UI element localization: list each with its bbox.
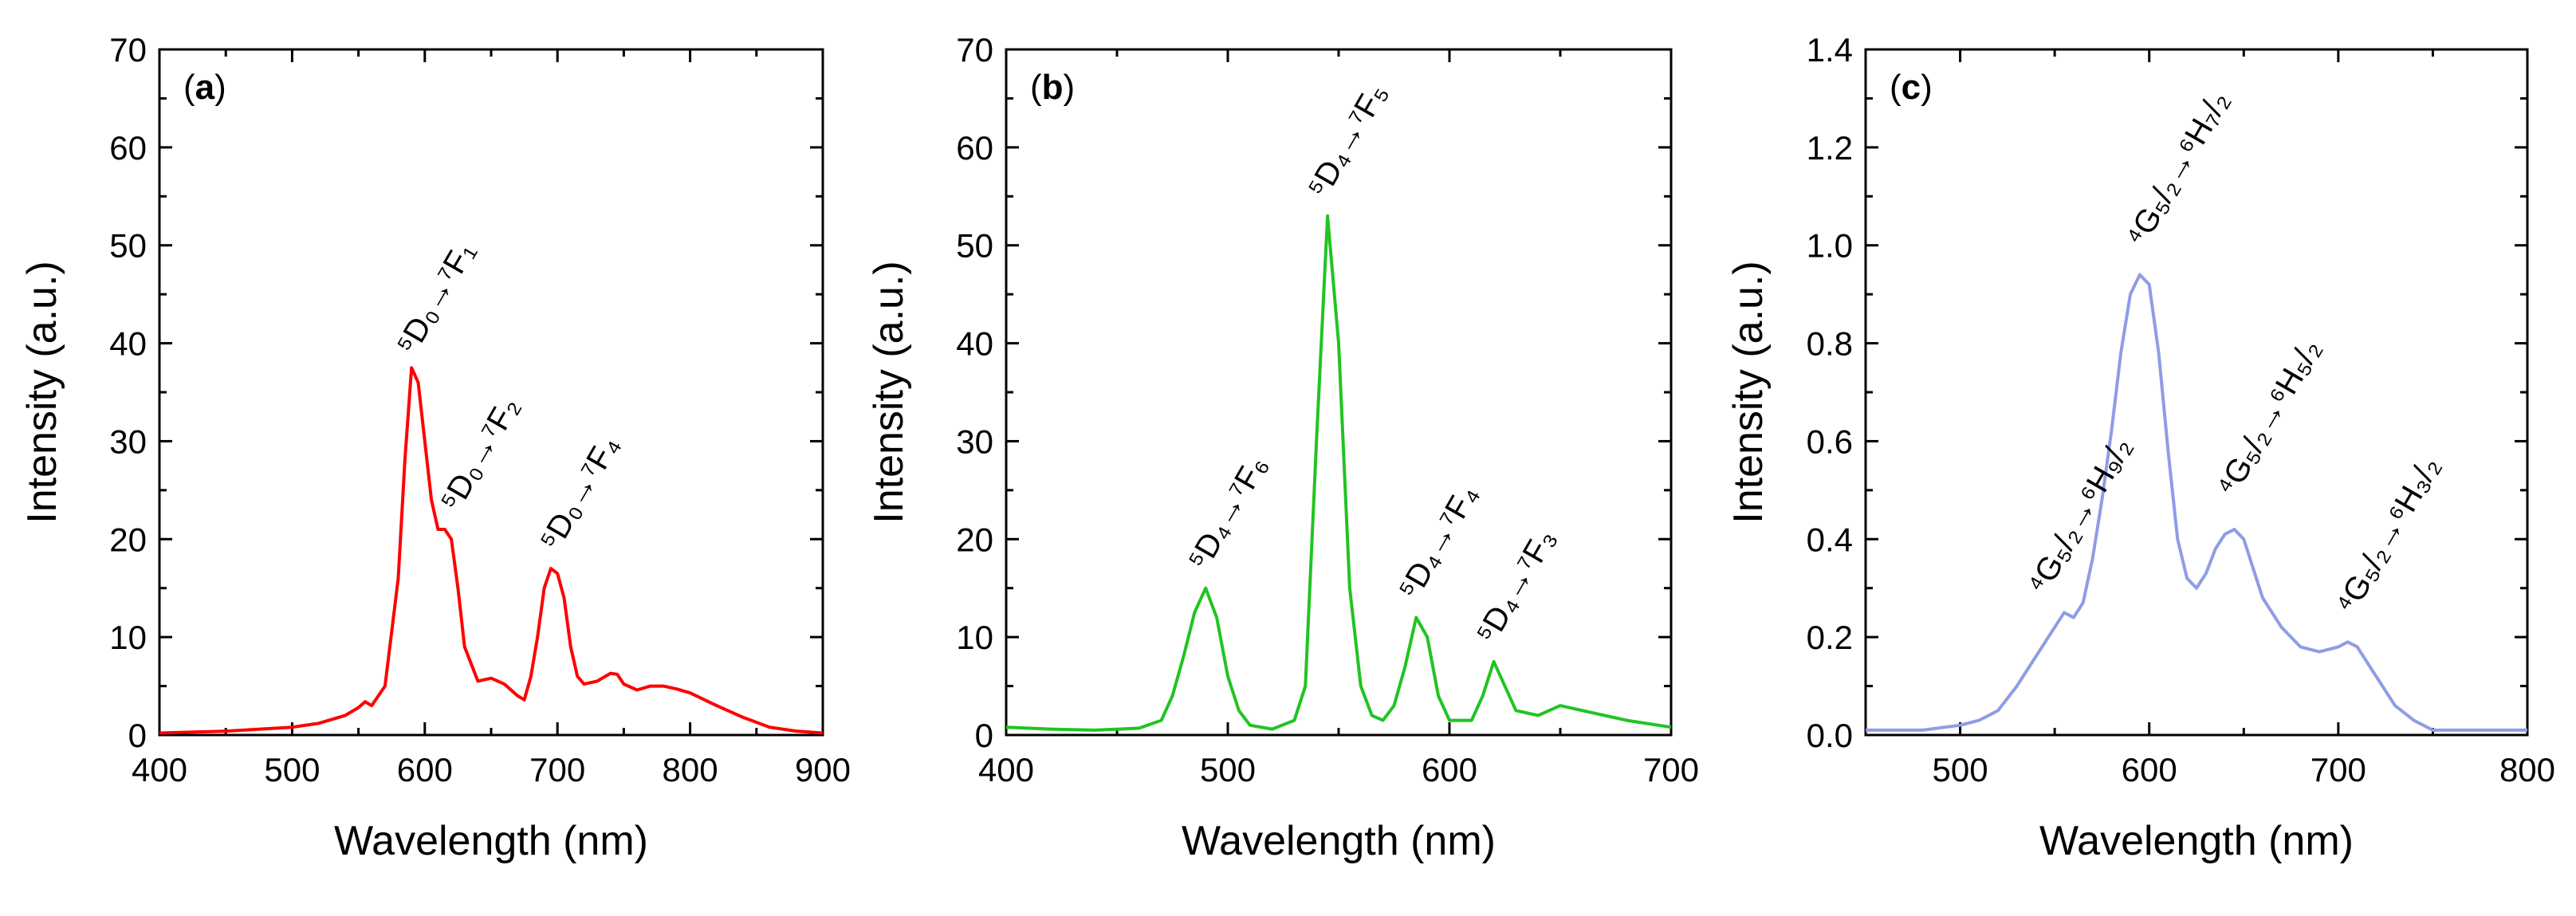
panel-letter: b xyxy=(1042,68,1064,107)
y-tick-label: 40 xyxy=(109,325,147,363)
y-tick-label: 0.2 xyxy=(1807,619,1853,656)
chart-panel-c: 500 600 700 800 0.0 0.2 0.4 0.6 0.8 1.0 1.2 1.4 Wave… xyxy=(1725,31,2555,864)
x-tick-label: 800 xyxy=(663,751,718,788)
peak-annotation: ⁵D₄→⁷F₃ xyxy=(1469,523,1563,649)
y-tick-label: 50 xyxy=(109,227,147,265)
y-tick-label: 30 xyxy=(109,423,147,460)
y-tick-label: 60 xyxy=(109,129,147,167)
series-line-0 xyxy=(159,366,824,735)
y-tick-label: 20 xyxy=(956,521,993,558)
y-tick-label: 50 xyxy=(956,227,993,265)
y-tick-label: 60 xyxy=(956,129,993,167)
x-tick-label: 500 xyxy=(1200,751,1256,788)
y-tick-label: 0.6 xyxy=(1807,423,1853,460)
y-tick-label: 0.8 xyxy=(1807,325,1853,363)
x-axis-title: Wavelength (nm) xyxy=(1182,818,1496,864)
plot-frame xyxy=(158,48,824,737)
series-line-0 xyxy=(1866,273,2527,732)
x-tick-label: 500 xyxy=(1933,751,1988,788)
panel-letter: c xyxy=(1902,68,1921,107)
peak-annotation: ⁵D₄→⁷F₆ xyxy=(1182,450,1275,576)
panel-label: (a) xyxy=(183,68,226,107)
peak-annotation: ⁴G₅/₂→⁶H₇/₂ xyxy=(2119,85,2236,253)
x-tick-label: 400 xyxy=(132,751,187,788)
y-tick-label: 1.4 xyxy=(1807,31,1853,69)
x-tick-label: 600 xyxy=(397,751,453,788)
peak-annotation: ⁵D₀→⁷F₁ xyxy=(390,236,482,360)
x-tick-label: 600 xyxy=(2122,751,2177,788)
y-tick-label: 10 xyxy=(109,619,147,656)
x-tick-label: 500 xyxy=(264,751,320,788)
y-tick-label: 0.4 xyxy=(1807,521,1853,558)
x-tick-label: 600 xyxy=(1422,751,1477,788)
y-tick-label: 1.0 xyxy=(1807,227,1853,265)
y-tick-label: 10 xyxy=(956,619,993,656)
y-axis-title: Intensity (a.u.) xyxy=(19,261,65,523)
x-axis-title: Wavelength (nm) xyxy=(334,818,648,864)
panel-letter: a xyxy=(195,68,215,107)
peak-annotation: ⁵D₄→⁷F₄ xyxy=(1392,479,1485,605)
y-tick-label: 30 xyxy=(956,423,993,460)
y-tick-label: 40 xyxy=(956,325,993,363)
x-tick-label: 700 xyxy=(1643,751,1699,788)
peak-annotation: ⁴G₅/₂→⁶H₉/₂ xyxy=(2021,431,2139,600)
peak-annotation: ⁵D₀→⁷F₄ xyxy=(533,430,627,556)
y-tick-label: 70 xyxy=(109,31,147,69)
x-tick-label: 900 xyxy=(795,751,851,788)
series-line-0 xyxy=(1005,214,1672,732)
peak-annotation: ⁴G₅/₂→⁶H₅/₂ xyxy=(2210,333,2328,502)
x-tick-label: 700 xyxy=(529,751,585,788)
peak-annotation: ⁴G₅/₂→⁶H₃/₂ xyxy=(2330,450,2448,619)
y-tick-label: 0.0 xyxy=(1807,717,1853,754)
y-tick-label: 70 xyxy=(956,31,993,69)
panel-label: (b) xyxy=(1030,68,1075,107)
chart-panel-a: 400 500 600 700 800 900 0 10 20 30 40 50 60 70 Wavelen… xyxy=(19,31,851,864)
x-tick-label: 400 xyxy=(978,751,1034,788)
y-tick-label: 1.2 xyxy=(1807,129,1853,167)
y-axis-title: Intensity (a.u.) xyxy=(866,261,912,523)
peak-annotation: ⁵D₄→⁷F₅ xyxy=(1301,77,1394,203)
panel-label: (c) xyxy=(1890,68,1933,107)
chart-panel-b: 400 500 600 700 0 10 20 30 40 50 60 70 Wavelength (n… xyxy=(866,31,1699,864)
x-tick-label: 800 xyxy=(2499,751,2555,788)
y-axis-title: Intensity (a.u.) xyxy=(1725,261,1772,523)
y-tick-label: 0 xyxy=(128,717,147,754)
x-tick-label: 700 xyxy=(2311,751,2366,788)
peak-annotation: ⁵D₀→⁷F₂ xyxy=(434,391,526,517)
y-tick-label: 0 xyxy=(975,717,993,754)
x-axis-title: Wavelength (nm) xyxy=(2039,818,2354,864)
y-tick-label: 20 xyxy=(109,521,147,558)
